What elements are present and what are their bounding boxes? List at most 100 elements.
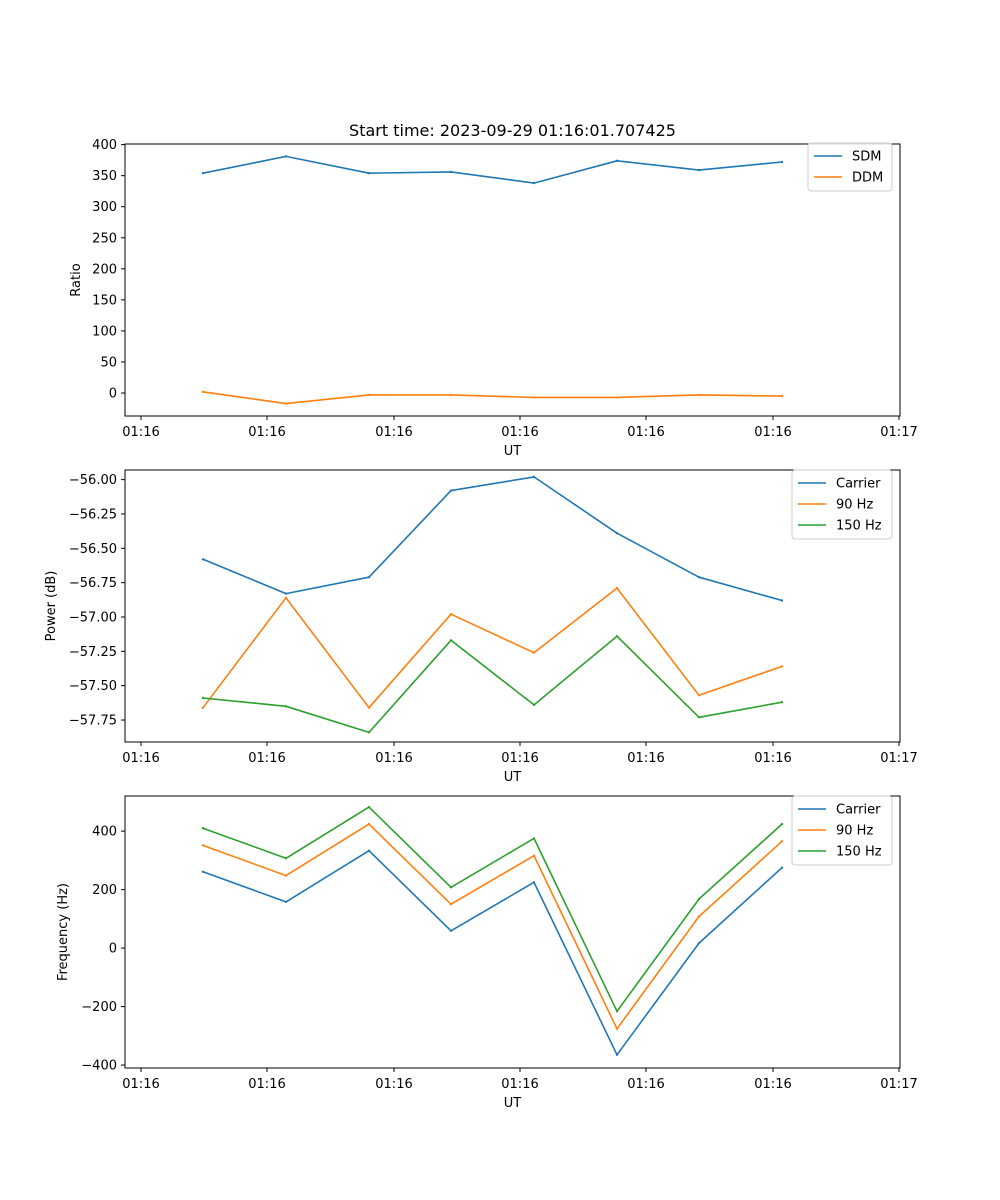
data-point-sdm <box>284 155 288 158</box>
data-point-150-hz <box>449 639 453 642</box>
y-tick-label: 250 <box>92 231 117 246</box>
chart-title: Start time: 2023-09-29 01:16:01.707425 <box>349 121 676 140</box>
x-tick-label: 01:16 <box>501 425 538 440</box>
x-tick-label: 01:16 <box>375 425 412 440</box>
data-point-90-hz <box>367 706 371 709</box>
series-line-carrier <box>202 849 783 1056</box>
legend-label-150-hz: 150 Hz <box>836 519 882 534</box>
x-tick-label: 01:16 <box>501 1077 538 1092</box>
series-line-ddm <box>202 391 783 405</box>
data-point-90-hz <box>367 822 371 826</box>
data-point-ddm <box>201 390 205 393</box>
data-point-150-hz <box>780 701 784 704</box>
y-tick-label: 400 <box>92 138 117 153</box>
legend-box <box>791 469 893 540</box>
legend-label-carrier: Carrier <box>836 477 881 492</box>
data-point-ddm <box>284 402 288 405</box>
x-tick-label: 01:16 <box>627 1077 664 1092</box>
data-point-150-hz <box>284 857 288 860</box>
y-tick-label: −57.75 <box>69 714 117 729</box>
x-tick-label: 01:16 <box>754 425 791 440</box>
data-point-90-hz <box>284 596 288 599</box>
series-line-150-hz <box>202 635 783 734</box>
data-point-90-hz <box>697 915 701 918</box>
data-point-90-hz <box>284 874 288 877</box>
data-point-sdm <box>697 168 701 172</box>
data-point-150-hz <box>532 837 536 840</box>
data-point-sdm <box>780 160 784 164</box>
data-point-carrier <box>367 849 371 852</box>
x-tick-label: 01:16 <box>501 751 538 766</box>
data-point-90-hz <box>615 586 619 590</box>
x-tick-label: 01:16 <box>754 751 791 766</box>
y-tick-label: 50 <box>100 355 117 370</box>
data-point-150-hz <box>697 716 701 719</box>
y-tick-label: −56.75 <box>69 576 117 591</box>
x-tick-label: 01:16 <box>754 1077 791 1092</box>
y-tick-label: 0 <box>109 942 117 957</box>
data-point-carrier <box>284 592 288 595</box>
data-point-carrier <box>449 489 453 492</box>
y-tick-label: −56.50 <box>69 542 117 557</box>
x-axis-label: UT <box>504 444 522 459</box>
data-point-carrier <box>615 1053 619 1057</box>
data-point-150-hz <box>284 705 288 708</box>
data-point-150-hz <box>780 822 784 826</box>
y-tick-label: 200 <box>92 262 117 277</box>
data-point-sdm <box>367 172 371 175</box>
series-line-carrier <box>202 476 783 602</box>
data-point-150-hz <box>615 1010 619 1013</box>
data-point-carrier <box>367 576 371 579</box>
x-tick-label: 01:16 <box>248 425 285 440</box>
data-point-ddm <box>697 393 701 397</box>
legend: Carrier 90 Hz 150 Hz <box>791 469 893 540</box>
data-point-carrier <box>615 532 619 535</box>
x-tick-label: 01:16 <box>122 425 159 440</box>
legend-box <box>791 795 893 866</box>
data-point-carrier <box>201 558 205 561</box>
legend-label-150-hz: 150 Hz <box>836 845 882 860</box>
data-point-sdm <box>201 172 205 175</box>
x-tick-label: 01:16 <box>122 1077 159 1092</box>
y-tick-label: 350 <box>92 169 117 184</box>
data-point-sdm <box>615 159 619 162</box>
series-line-90-hz <box>202 587 783 709</box>
legend: Carrier 90 Hz 150 Hz <box>791 795 893 866</box>
frequency-panel: −400 −200 0 200 400 01:16 01:16 01:16 01:16 01:16… <box>56 795 918 1111</box>
data-point-carrier <box>697 941 701 945</box>
y-tick-label: −56.25 <box>69 507 117 522</box>
power-panel: −57.75 −57.50 −57.25 −57.00 −56.75 −56.50 −56.… <box>44 469 918 785</box>
series-line-90-hz <box>202 823 783 1030</box>
data-point-carrier <box>449 929 453 932</box>
x-tick-label: 01:17 <box>880 1077 917 1092</box>
data-point-carrier <box>532 475 536 479</box>
y-tick-label: 0 <box>109 387 117 402</box>
legend-label-ddm: DDM <box>852 171 883 186</box>
x-axis-label: UT <box>504 1096 522 1111</box>
axes-frame <box>124 795 901 1069</box>
legend-label-90-hz: 90 Hz <box>836 824 873 839</box>
data-point-90-hz <box>697 694 701 697</box>
data-point-sdm <box>449 170 453 174</box>
x-tick-label: 01:16 <box>248 751 285 766</box>
data-point-carrier <box>780 599 784 602</box>
y-tick-label: 400 <box>92 825 117 840</box>
data-point-carrier <box>284 900 288 904</box>
data-point-90-hz <box>615 1027 619 1031</box>
data-point-150-hz <box>449 886 453 889</box>
data-point-ddm <box>780 394 784 398</box>
ratio-panel: 0 50 100 150 200 250 300 350 400 01:16 01:16 01:16 0… <box>69 121 918 459</box>
x-axis-label: UT <box>504 770 522 785</box>
legend: SDM DDM <box>807 142 893 192</box>
legend-label-carrier: Carrier <box>836 803 881 818</box>
data-point-150-hz <box>367 805 371 809</box>
x-tick-label: 01:16 <box>627 425 664 440</box>
data-point-90-hz <box>532 651 536 654</box>
y-tick-label: −57.50 <box>69 679 117 694</box>
axes-frame <box>124 469 901 743</box>
data-point-ddm <box>449 393 453 397</box>
y-tick-label: −57.00 <box>69 610 117 625</box>
y-axis-label: Frequency (Hz) <box>56 883 71 981</box>
data-point-carrier <box>201 870 205 873</box>
